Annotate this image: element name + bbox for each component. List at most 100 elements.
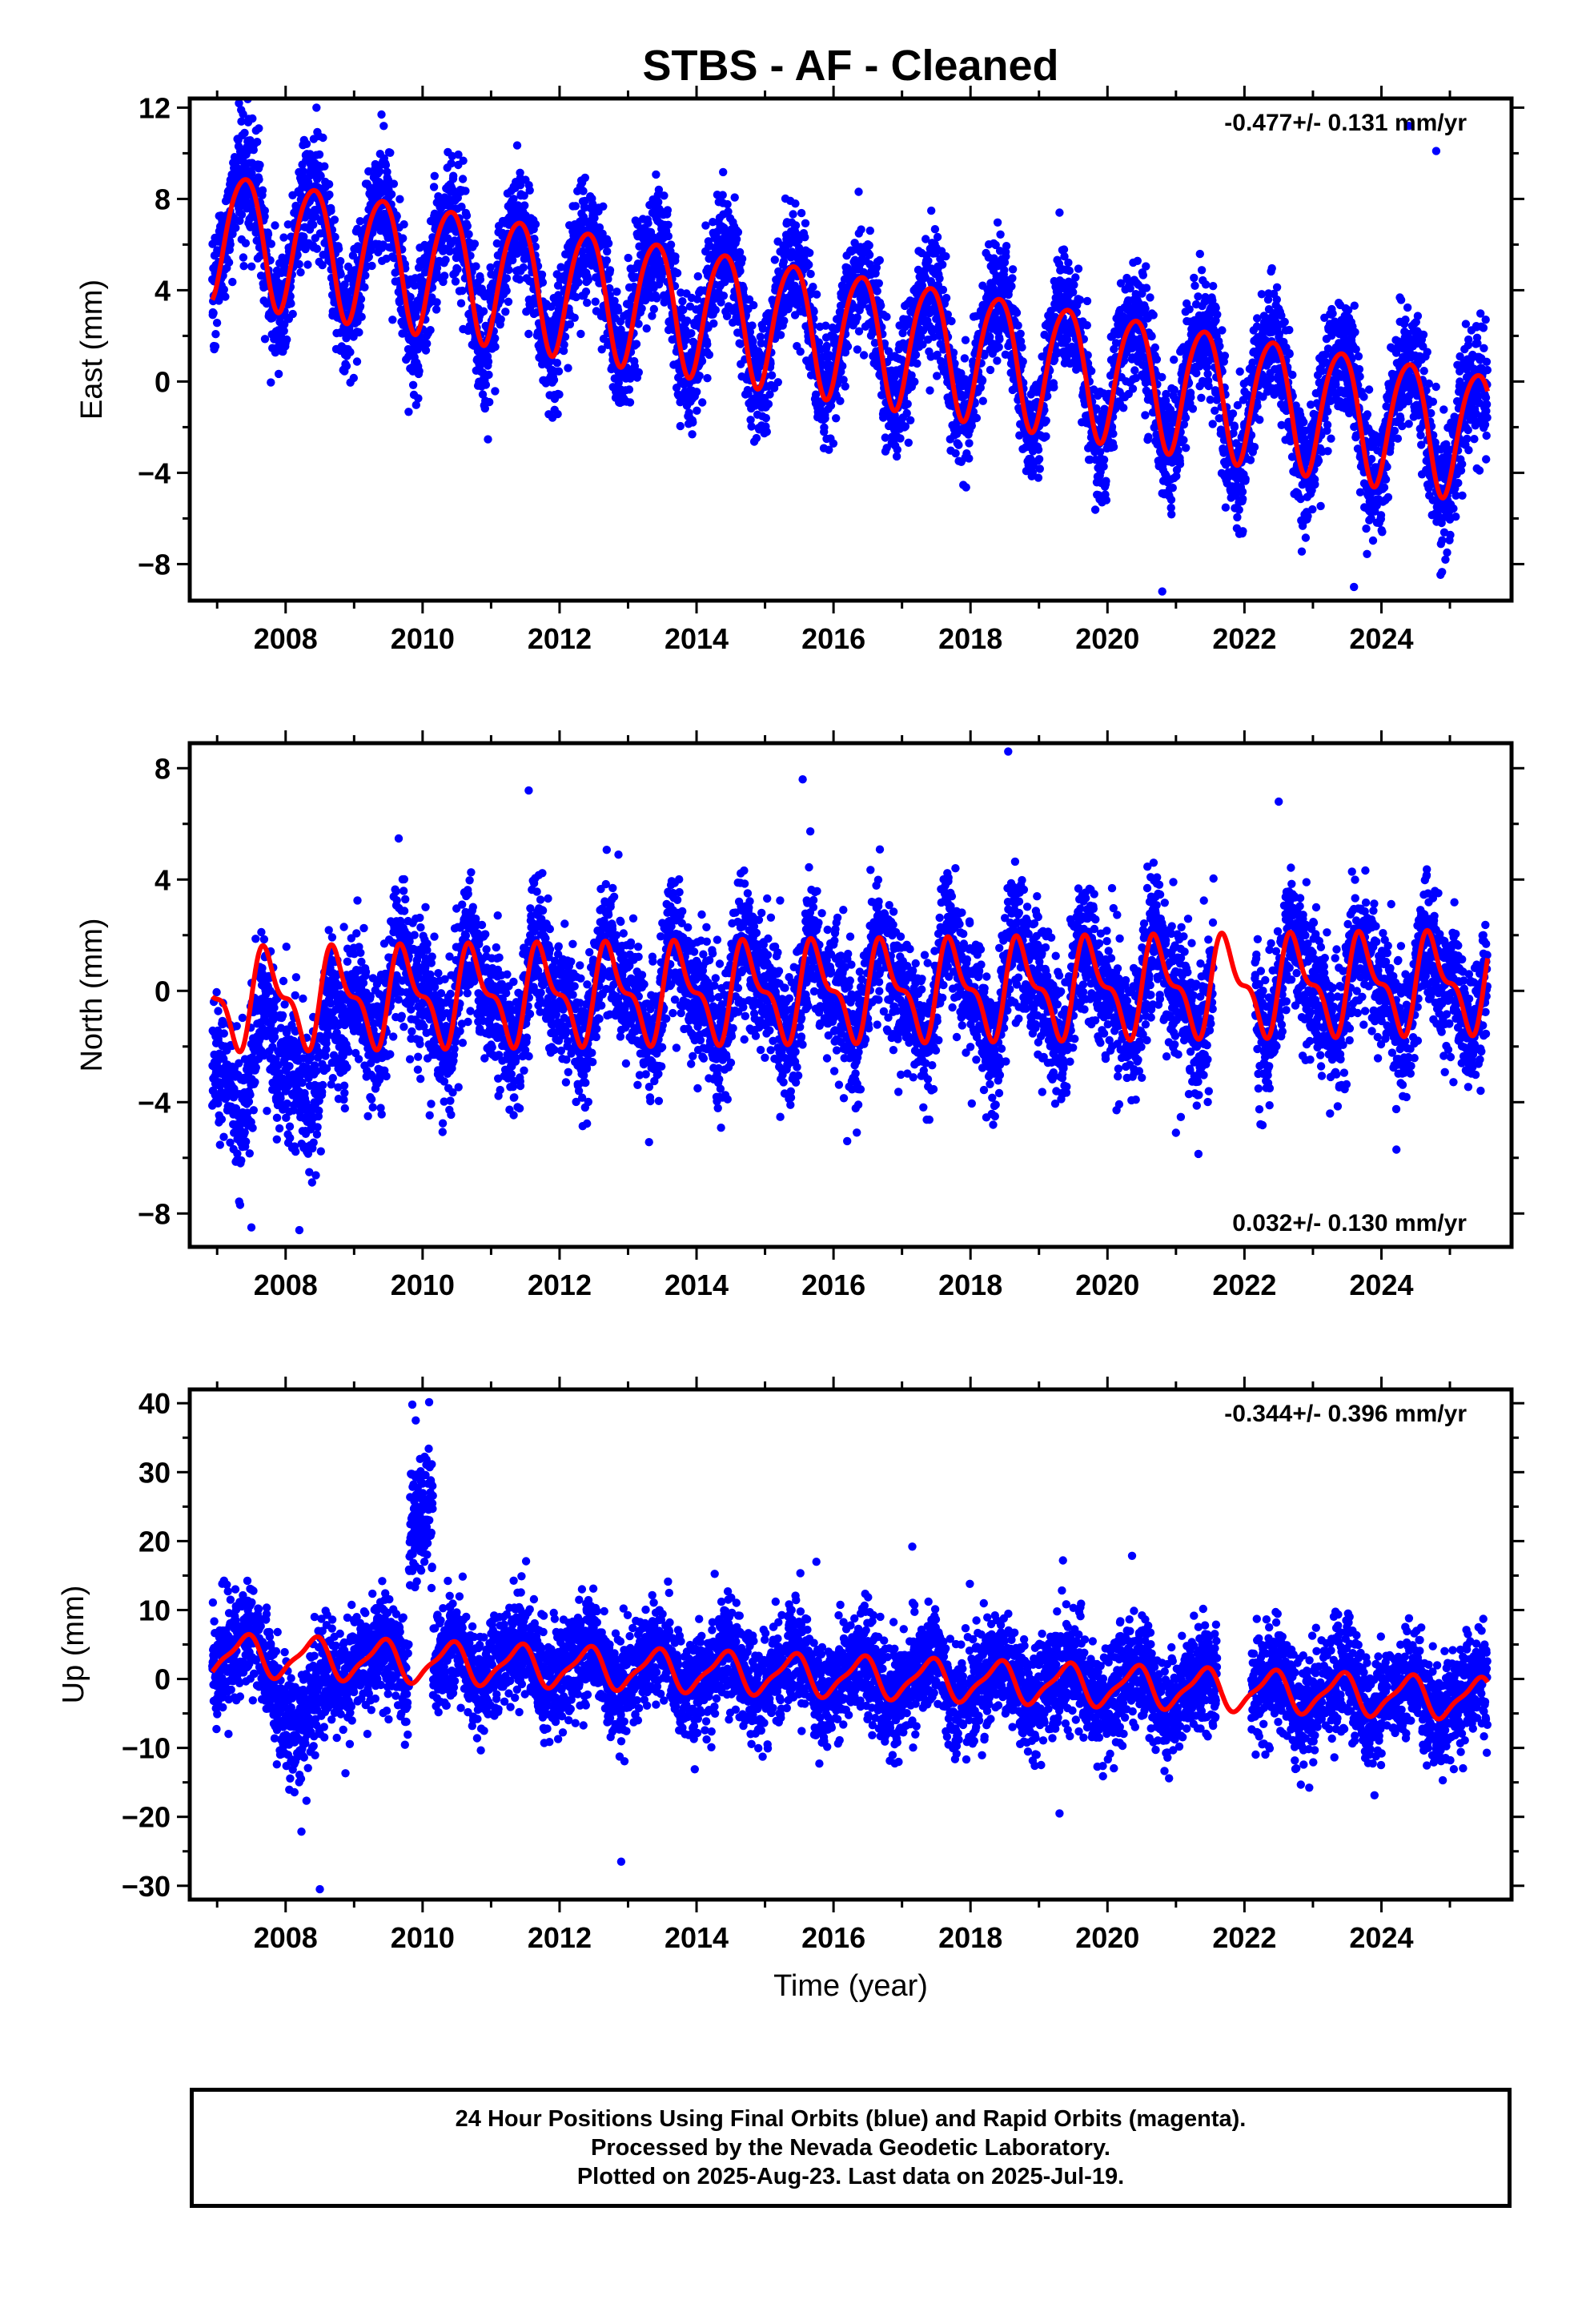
observation-point xyxy=(412,400,420,409)
observation-point xyxy=(960,354,970,363)
observation-point xyxy=(603,247,612,256)
observation-point xyxy=(453,265,462,274)
observation-point xyxy=(681,336,690,344)
observation-point xyxy=(930,225,940,234)
observation-point xyxy=(978,396,988,405)
observation-point xyxy=(917,281,927,290)
observation-point xyxy=(461,187,470,195)
observation-point xyxy=(491,334,500,343)
observation-point xyxy=(951,448,960,458)
observation-point xyxy=(340,280,349,289)
observation-point xyxy=(554,367,564,376)
observation-point xyxy=(865,226,875,235)
observation-point xyxy=(211,342,220,351)
observation-point xyxy=(882,312,891,321)
observation-point xyxy=(412,312,420,321)
observation-point xyxy=(965,439,974,448)
observation-point xyxy=(595,223,604,232)
observation-point xyxy=(602,256,611,265)
observation-point xyxy=(451,277,460,286)
observation-point xyxy=(287,299,295,308)
observation-point xyxy=(211,330,220,339)
observation-point xyxy=(913,359,921,368)
observation-point xyxy=(485,397,494,407)
observation-point xyxy=(336,256,345,266)
observation-point xyxy=(478,390,488,399)
observation-point xyxy=(226,240,235,249)
observation-point xyxy=(1014,321,1022,330)
observation-point xyxy=(664,220,673,229)
observation-point xyxy=(671,252,680,261)
observation-point xyxy=(248,114,257,123)
observation-point xyxy=(610,296,619,305)
observation-point xyxy=(263,230,273,239)
observation-point xyxy=(481,380,491,389)
observation-point xyxy=(841,382,849,391)
observation-point xyxy=(315,150,324,159)
observation-point xyxy=(381,160,391,170)
observation-point xyxy=(678,297,687,306)
observation-point xyxy=(733,227,743,237)
observation-point xyxy=(701,221,710,230)
observation-point xyxy=(576,329,585,339)
observation-point xyxy=(673,268,682,278)
observation-point xyxy=(697,356,707,366)
observation-point xyxy=(642,324,651,333)
observation-point xyxy=(319,133,327,143)
observation-point xyxy=(993,356,1002,365)
observation-point xyxy=(693,388,701,396)
observation-point xyxy=(387,190,396,199)
observation-point xyxy=(933,372,942,380)
observation-point xyxy=(472,262,480,271)
observation-point xyxy=(1147,332,1156,341)
observation-point xyxy=(426,326,435,335)
observation-point xyxy=(520,201,529,210)
observation-point xyxy=(421,346,431,355)
observation-point xyxy=(458,286,467,296)
observation-point xyxy=(1034,445,1043,454)
observation-point xyxy=(447,159,456,168)
observation-point xyxy=(367,261,376,271)
observation-point xyxy=(1166,495,1176,505)
observation-point xyxy=(364,167,373,176)
observation-point xyxy=(1133,256,1142,265)
observation-point xyxy=(961,336,970,344)
observation-point xyxy=(560,332,570,341)
observation-point xyxy=(972,413,982,423)
observation-point xyxy=(942,293,951,303)
observation-point xyxy=(644,219,652,227)
observation-point xyxy=(1065,266,1074,275)
observation-point xyxy=(316,171,325,180)
observation-point xyxy=(515,275,524,284)
observation-point xyxy=(1102,476,1110,485)
observation-point xyxy=(762,428,771,436)
observation-point xyxy=(703,374,712,383)
observation-point xyxy=(399,234,408,243)
observation-point xyxy=(797,208,806,218)
observation-point xyxy=(703,340,712,349)
observation-point xyxy=(408,380,418,389)
observation-point xyxy=(853,345,862,354)
observation-point xyxy=(239,253,248,262)
observation-point xyxy=(396,195,404,203)
observation-point xyxy=(649,304,658,314)
observation-point xyxy=(430,171,439,180)
observation-point xyxy=(364,252,373,261)
observation-point xyxy=(1012,308,1022,317)
observation-point xyxy=(938,260,947,269)
observation-point xyxy=(994,343,1003,352)
observation-point xyxy=(838,361,847,371)
observation-point xyxy=(780,316,789,325)
observation-point xyxy=(978,376,987,385)
observation-point xyxy=(719,292,729,300)
observation-point xyxy=(1016,329,1025,338)
observation-point xyxy=(432,305,441,314)
observation-point xyxy=(903,400,912,408)
observation-point xyxy=(346,348,355,356)
observation-point xyxy=(352,357,362,366)
observation-point xyxy=(361,271,370,280)
observation-point xyxy=(1152,355,1162,364)
observation-point xyxy=(748,321,757,330)
observation-point xyxy=(508,255,517,265)
